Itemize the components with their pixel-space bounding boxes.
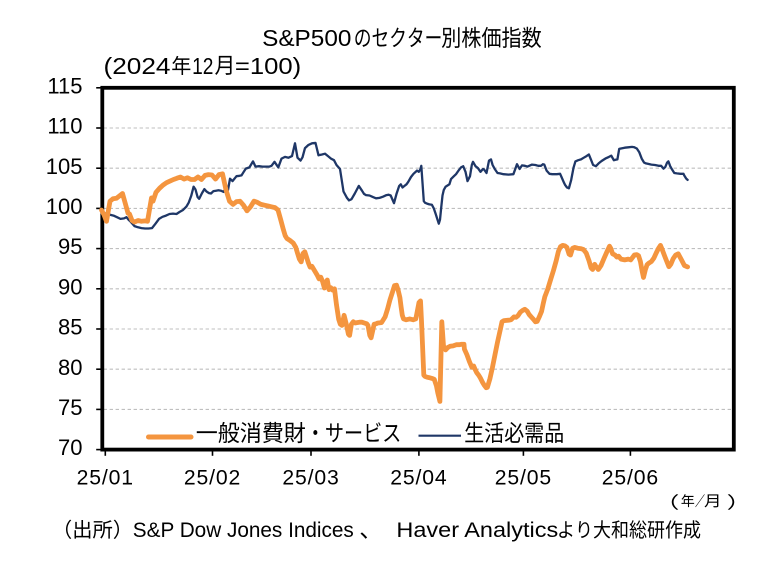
svg-text:80: 80 (58, 355, 82, 380)
svg-text:S&P Dow Jones Indices: S&P Dow Jones Indices (133, 519, 354, 542)
svg-text:105: 105 (46, 154, 83, 179)
svg-text:=100): =100) (235, 53, 301, 79)
svg-text:25/01: 25/01 (77, 467, 134, 490)
svg-text:70: 70 (58, 435, 82, 460)
svg-text:25/06: 25/06 (602, 467, 659, 490)
svg-text:(2024: (2024 (104, 53, 171, 79)
svg-text:100: 100 (46, 194, 83, 219)
svg-text:12: 12 (192, 53, 213, 79)
svg-text:75: 75 (58, 395, 82, 420)
svg-text:95: 95 (58, 234, 82, 259)
svg-text:85: 85 (58, 315, 82, 340)
svg-text:25/03: 25/03 (282, 467, 339, 490)
svg-text:25/05: 25/05 (495, 467, 552, 490)
svg-text:90: 90 (58, 274, 82, 299)
svg-text:Haver Analytics: Haver Analytics (396, 519, 558, 542)
svg-text:25/04: 25/04 (390, 467, 447, 490)
svg-text:115: 115 (47, 73, 82, 98)
svg-text:110: 110 (47, 114, 82, 139)
svg-text:S&P500: S&P500 (262, 25, 351, 51)
svg-text:25/02: 25/02 (184, 467, 241, 490)
